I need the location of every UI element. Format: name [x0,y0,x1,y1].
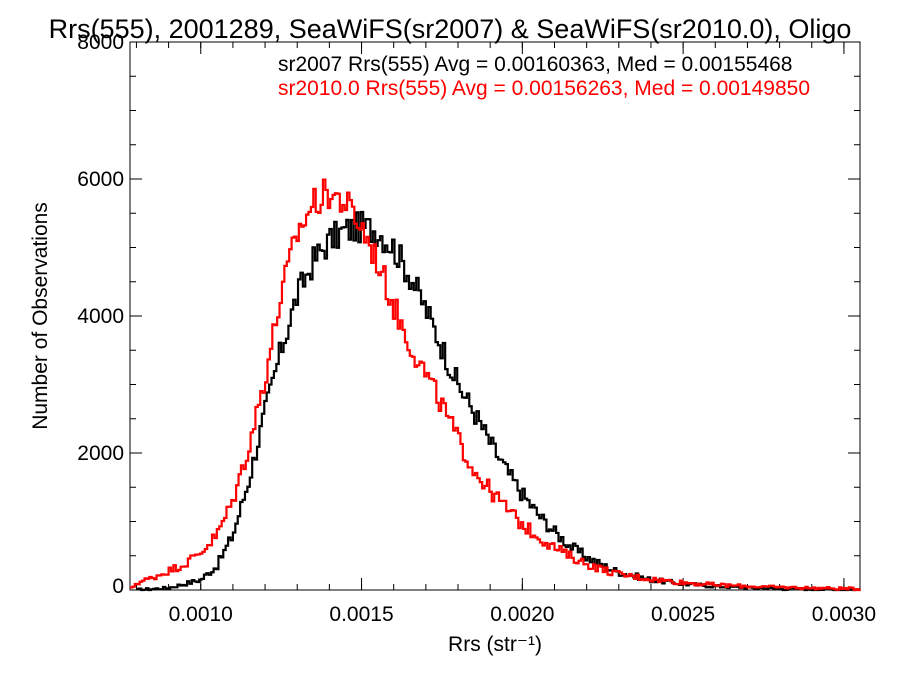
chart-title: Rrs(555), 2001289, SeaWiFS(sr2007) & Sea… [49,14,852,44]
series-line-sr2010 [130,178,861,592]
x-axis-label: Rrs (str⁻¹) [448,633,542,656]
legend-entry-sr2010: sr2010.0 Rrs(555) Avg = 0.00156263, Med … [278,77,810,100]
series-line-sr2007 [136,210,860,592]
y-tick-label: 2000 [77,442,124,465]
axis-ticks: 0.0010 0.0015 0.0020 0.0025 0.0030 0 2000 4000 6… [77,31,876,626]
x-tick-label: 0.0030 [812,603,876,626]
x-tick-label: 0.0010 [169,603,233,626]
x-tick-label: 0.0015 [329,603,393,626]
y-tick-label: 4000 [77,305,124,328]
series-layer [130,178,861,592]
x-tick-label: 0.0025 [651,603,715,626]
y-axis-label: Number of Observations [29,202,52,430]
y-tick-label: 8000 [77,31,124,54]
legend-entry-sr2007: sr2007 Rrs(555) Avg = 0.00160363, Med = … [278,53,793,76]
x-tick-label: 0.0020 [490,603,554,626]
y-tick-label: 6000 [77,168,124,191]
y-tick-label: 0 [112,575,124,598]
